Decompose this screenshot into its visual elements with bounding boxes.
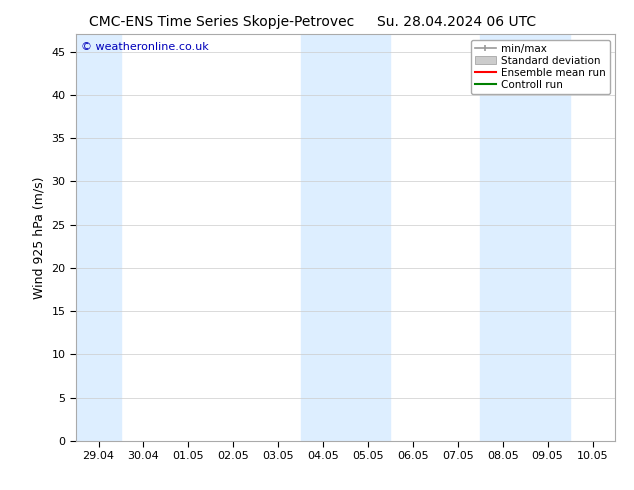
Legend: min/max, Standard deviation, Ensemble mean run, Controll run: min/max, Standard deviation, Ensemble me…: [470, 40, 610, 94]
Bar: [76, 34, 121, 441]
Bar: [301, 34, 391, 441]
Text: CMC-ENS Time Series Skopje-Petrovec: CMC-ENS Time Series Skopje-Petrovec: [89, 15, 354, 29]
Bar: [481, 34, 570, 441]
Text: Su. 28.04.2024 06 UTC: Su. 28.04.2024 06 UTC: [377, 15, 536, 29]
Y-axis label: Wind 925 hPa (m/s): Wind 925 hPa (m/s): [33, 176, 46, 299]
Text: © weatheronline.co.uk: © weatheronline.co.uk: [81, 43, 209, 52]
